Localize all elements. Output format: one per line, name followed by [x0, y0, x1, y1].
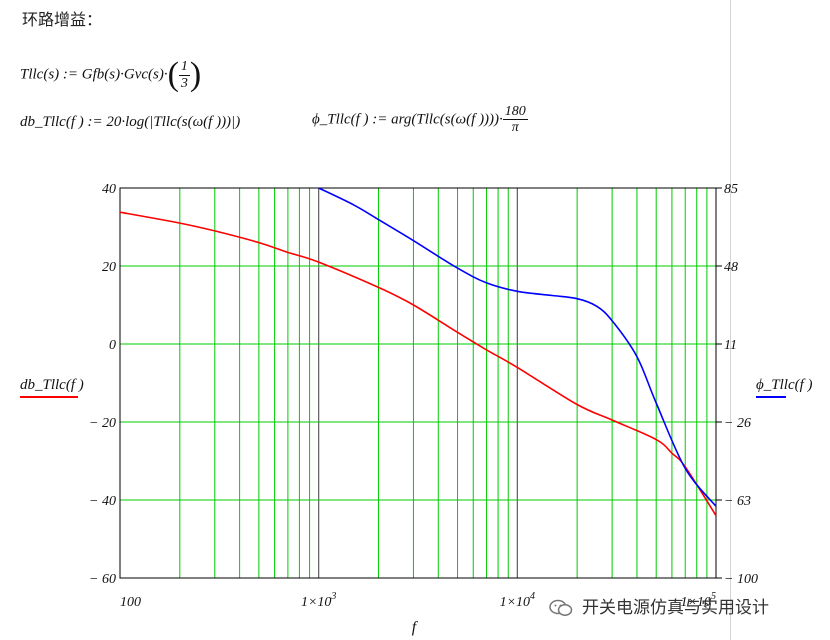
fraction-denominator: 3	[180, 75, 188, 91]
wechat-icon	[549, 599, 573, 616]
x-tick-label: 1×103	[301, 591, 336, 610]
x-tick-base: 100	[120, 595, 141, 610]
equation-db-part-c: )	[235, 114, 241, 130]
fraction-numerator: 180	[502, 104, 528, 121]
y-right-axis-label: ϕ_Tllc(f )	[756, 377, 813, 393]
plot-frame	[119, 187, 717, 579]
y-right-tick-label: − 100	[724, 572, 758, 587]
y-left-tick-label: − 40	[89, 494, 116, 509]
x-tick-label: 1×104	[500, 591, 535, 610]
x-axis-label: f	[412, 619, 419, 636]
y-left-tick-label: 0	[109, 338, 116, 353]
x-tick-base: 1×10	[301, 595, 331, 610]
grid-layer	[119, 187, 717, 579]
fraction-numerator: 1	[178, 59, 190, 76]
y-left-tick-label: 40	[102, 182, 116, 197]
y-right-tick-label: − 63	[724, 494, 751, 509]
equation-tllc-lhs: Tllc(s) := Gfb(s)·Gvc(s)·	[20, 66, 168, 83]
y-left-tick-label: 20	[102, 260, 116, 275]
watermark-text: 开关电源仿真与实用设计	[582, 598, 769, 618]
y-left-tick-label: − 20	[89, 416, 116, 431]
series-layer	[119, 187, 717, 517]
y-right-tick-label: 11	[724, 338, 737, 353]
paren-open: (	[167, 56, 179, 93]
x-tick-label: 100	[120, 595, 141, 610]
page-divider	[730, 0, 731, 640]
label-layer: 40 20 0 − 20 − 40 − 60 85 48 11 − 26 − 63 − 100 100 1…	[20, 182, 813, 636]
x-tick-base: 1×10	[681, 595, 711, 610]
x-tick-base: 1×10	[500, 595, 530, 610]
equation-phase-fraction: 180 π	[502, 104, 528, 136]
y-right-tick-label: 85	[724, 182, 738, 197]
fraction-denominator: π	[511, 120, 519, 136]
watermark: 开关电源仿真与实用设计	[548, 593, 769, 618]
section-heading: 环路增益：	[22, 10, 103, 29]
equation-tllc: Tllc(s) := Gfb(s)·Gvc(s)·(1 3)	[20, 56, 201, 94]
y-left-axis-label: db_Tllc(f )	[20, 377, 84, 393]
x-tick-exponent: 3	[330, 591, 336, 602]
y-left-tick-label: − 60	[89, 572, 116, 587]
x-tick-exponent: 4	[530, 591, 535, 602]
phase-tllc-line	[318, 187, 717, 507]
equation-db-part-a: db_Tllc(f ) := 20·log(	[20, 114, 150, 130]
equation-phase-lhs: ϕ_Tllc(f ) := arg(Tllc(s(ω(f ))))·	[312, 111, 503, 128]
y-right-tick-label: − 26	[724, 416, 751, 431]
y-right-tick-label: 48	[724, 260, 738, 275]
db-tllc-line	[119, 211, 717, 517]
equation-db-part-b: |Tllc(s(ω(f )))|	[149, 114, 236, 130]
paren-close: )	[189, 56, 202, 93]
x-tick-label: 1×105	[681, 591, 716, 610]
x-tick-exponent: 5	[711, 591, 716, 602]
equation-db-tllc: db_Tllc(f ) := 20·log(|Tllc(s(ω(f )))|)	[20, 114, 240, 131]
equation-phase-tllc: ϕ_Tllc(f ) := arg(Tllc(s(ω(f ))))· 180 π	[312, 104, 528, 136]
